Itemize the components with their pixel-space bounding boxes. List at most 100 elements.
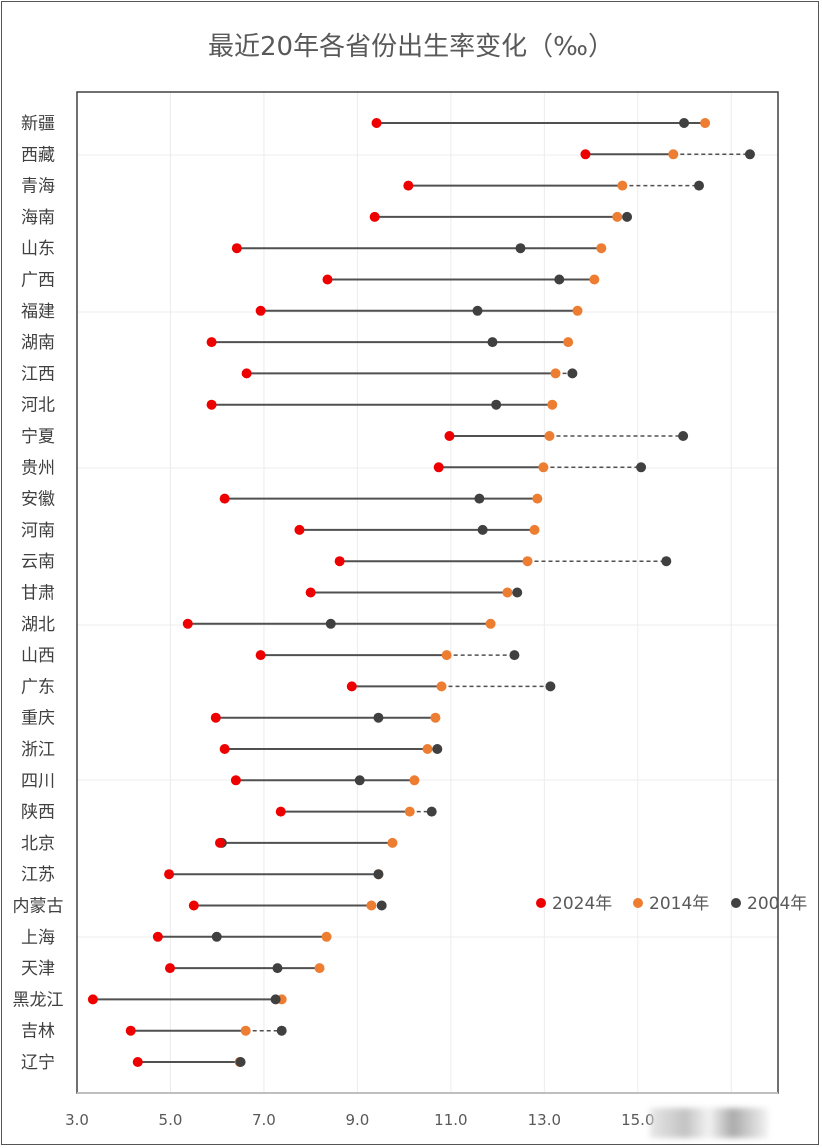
x-tick-label: 11.0 xyxy=(434,1111,467,1129)
point-2024 xyxy=(164,963,175,974)
point-2014 xyxy=(538,462,549,473)
chart-title: 最近20年各省份出生率变化（‰） xyxy=(208,32,614,62)
legend-marker xyxy=(731,898,741,908)
category-label: 贵州 xyxy=(21,458,55,478)
point-2004 xyxy=(545,681,556,692)
point-2024 xyxy=(371,118,382,128)
point-2024 xyxy=(294,524,305,535)
point-2014 xyxy=(544,431,555,441)
point-2014 xyxy=(485,618,496,629)
point-2024 xyxy=(231,243,242,254)
category-label: 辽宁 xyxy=(21,1053,55,1073)
point-2004 xyxy=(477,524,488,535)
point-2004 xyxy=(376,900,387,911)
legend-marker xyxy=(536,898,546,908)
x-tick-label: 9.0 xyxy=(345,1111,369,1129)
category-label: 福建 xyxy=(21,302,55,322)
legend-label: 2004年 xyxy=(747,894,807,914)
point-2004 xyxy=(373,869,384,880)
point-2024 xyxy=(444,431,455,441)
point-2004 xyxy=(622,211,633,222)
category-label: 青海 xyxy=(21,177,55,197)
point-2024 xyxy=(206,337,217,348)
category-label: 宁夏 xyxy=(21,427,55,447)
point-2004 xyxy=(744,149,755,160)
point-2024 xyxy=(369,211,380,222)
point-2024 xyxy=(215,837,226,848)
point-2014 xyxy=(522,556,533,567)
point-2014 xyxy=(668,149,679,160)
category-label: 黑龙江 xyxy=(13,990,64,1010)
point-2024 xyxy=(433,462,444,473)
category-label: 江西 xyxy=(21,364,55,384)
point-2004 xyxy=(472,305,483,316)
point-2024 xyxy=(87,994,98,1005)
point-2004 xyxy=(474,493,485,504)
point-2004 xyxy=(554,274,565,285)
point-2004 xyxy=(432,744,443,754)
point-2014 xyxy=(572,305,583,316)
legend-label: 2014年 xyxy=(649,894,709,914)
point-2014 xyxy=(532,493,543,504)
point-2014 xyxy=(409,775,420,786)
x-tick-label: 15.0 xyxy=(621,1111,654,1129)
category-label: 上海 xyxy=(21,928,55,948)
point-2024 xyxy=(403,180,414,191)
point-2004 xyxy=(567,368,578,379)
point-2024 xyxy=(182,618,193,629)
category-label: 北京 xyxy=(21,834,55,854)
point-2004 xyxy=(491,399,502,410)
category-label: 海南 xyxy=(21,208,55,228)
point-2024 xyxy=(241,368,252,379)
category-label: 重庆 xyxy=(21,709,55,729)
category-label: 西藏 xyxy=(21,145,55,165)
point-2004 xyxy=(325,618,336,629)
point-2024 xyxy=(188,900,199,911)
point-2014 xyxy=(321,931,332,942)
point-2014 xyxy=(366,900,377,911)
point-2004 xyxy=(354,775,365,786)
point-2024 xyxy=(255,650,266,661)
point-2004 xyxy=(661,556,672,567)
point-2014 xyxy=(617,180,628,191)
category-label: 河北 xyxy=(21,396,55,416)
point-2024 xyxy=(206,399,217,410)
category-label: 天津 xyxy=(21,959,55,979)
point-2014 xyxy=(589,274,600,285)
point-2004 xyxy=(694,180,705,191)
point-2014 xyxy=(547,399,558,410)
point-2014 xyxy=(404,806,415,817)
point-2024 xyxy=(275,806,286,817)
category-label: 四川 xyxy=(21,771,55,791)
legend-label: 2024年 xyxy=(552,894,612,914)
point-2024 xyxy=(346,681,357,692)
point-2014 xyxy=(422,744,433,754)
point-2004 xyxy=(235,1057,246,1067)
point-2004 xyxy=(211,931,222,942)
watermark xyxy=(650,1108,768,1138)
point-2004 xyxy=(373,712,384,723)
point-2024 xyxy=(230,775,241,786)
category-label: 湖南 xyxy=(21,333,55,353)
point-2024 xyxy=(322,274,333,285)
point-2004 xyxy=(515,243,526,254)
point-2004 xyxy=(512,587,523,598)
point-2014 xyxy=(314,963,325,974)
category-label: 吉林 xyxy=(21,1022,55,1042)
point-2014 xyxy=(436,681,447,692)
point-2024 xyxy=(125,1025,136,1036)
category-label: 河南 xyxy=(21,521,55,541)
category-label: 江苏 xyxy=(21,865,55,885)
point-2014 xyxy=(596,243,607,254)
x-tick-label: 7.0 xyxy=(252,1111,276,1129)
category-label: 山西 xyxy=(21,646,55,666)
point-2024 xyxy=(210,712,221,723)
x-tick-label: 3.0 xyxy=(65,1111,89,1129)
category-label: 甘肃 xyxy=(21,584,55,604)
point-2014 xyxy=(240,1025,251,1036)
point-2014 xyxy=(502,587,513,598)
point-2004 xyxy=(487,337,498,348)
point-2024 xyxy=(580,149,591,160)
point-2024 xyxy=(219,493,230,504)
